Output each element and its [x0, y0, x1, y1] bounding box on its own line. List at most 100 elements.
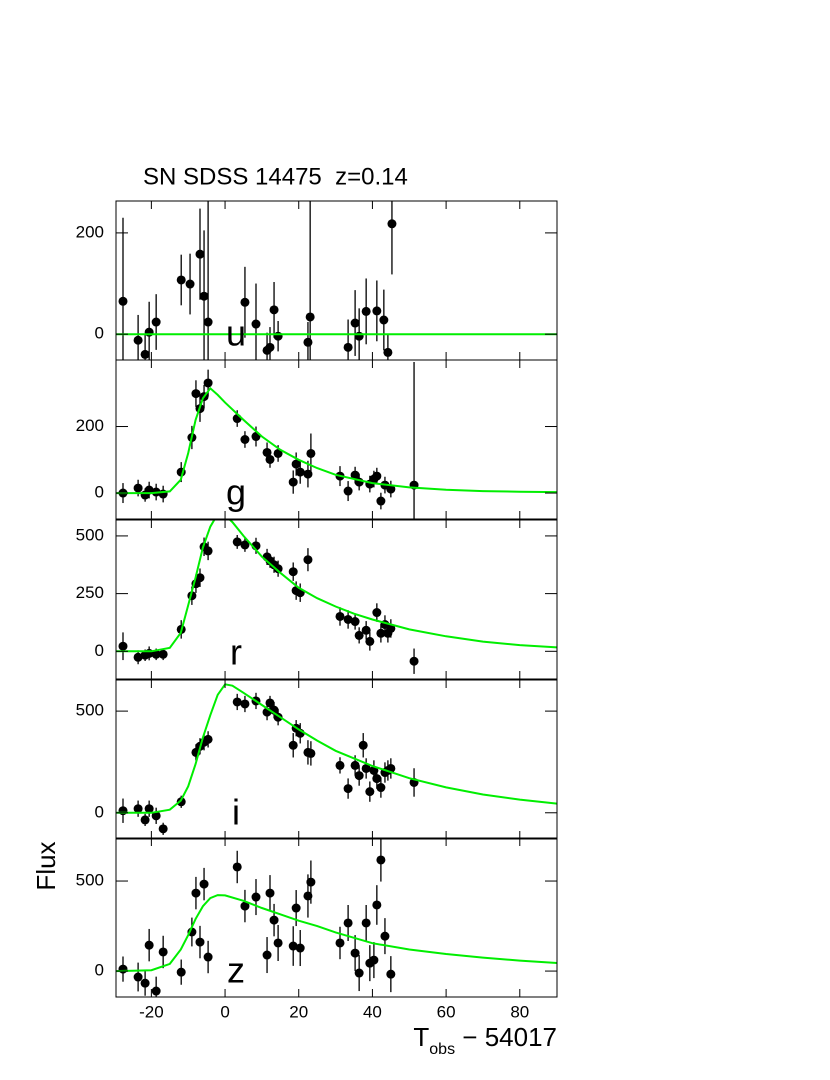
data-point: [232, 862, 242, 872]
data-point: [386, 623, 396, 633]
data-point: [350, 470, 360, 480]
data-point: [372, 471, 382, 481]
data-point: [335, 760, 345, 770]
data-point: [354, 630, 364, 640]
x-tick-label: 60: [437, 1002, 456, 1021]
data-point: [265, 342, 275, 352]
data-point: [158, 649, 168, 659]
band-label: g: [226, 472, 246, 513]
data-point: [295, 467, 305, 477]
data-point: [133, 972, 143, 982]
band-label: z: [227, 950, 245, 991]
data-point: [273, 938, 283, 948]
data-point: [361, 918, 371, 928]
data-point: [195, 249, 205, 259]
data-point: [118, 806, 128, 816]
data-point: [365, 636, 375, 646]
data-point: [350, 760, 360, 770]
data-point: [303, 469, 313, 479]
data-point: [203, 734, 213, 744]
data-point: [118, 964, 128, 974]
data-point: [251, 319, 261, 329]
data-point: [295, 943, 305, 953]
y-tick-label: 200: [76, 222, 104, 241]
data-point: [240, 297, 250, 307]
data-point: [269, 915, 279, 925]
data-point: [203, 546, 213, 556]
data-point: [199, 879, 209, 889]
data-point: [140, 978, 150, 988]
data-point: [151, 811, 161, 821]
x-axis-label-part: T: [413, 1022, 429, 1052]
data-point: [291, 459, 301, 469]
data-point: [273, 564, 283, 574]
data-point: [199, 291, 209, 301]
data-point: [273, 331, 283, 341]
data-point: [343, 784, 353, 794]
data-point: [350, 617, 360, 627]
data-point: [203, 317, 213, 327]
y-tick-label: 500: [76, 701, 104, 720]
data-point: [379, 315, 389, 325]
data-point: [240, 435, 250, 444]
data-point: [354, 331, 364, 341]
data-point: [240, 540, 250, 550]
data-point: [176, 275, 186, 285]
band-label: r: [230, 632, 242, 673]
data-point: [376, 628, 386, 638]
data-point: [358, 740, 368, 750]
panel-frame: [115, 679, 558, 840]
data-point: [140, 815, 150, 825]
data-point: [133, 652, 143, 662]
y-tick-label: 500: [76, 525, 104, 544]
data-point: [203, 378, 213, 388]
data-point: [409, 656, 419, 666]
data-point: [380, 931, 390, 941]
fit-curve: [116, 894, 557, 973]
data-point: [185, 279, 195, 289]
panel-frame: [115, 359, 558, 520]
data-point: [386, 969, 396, 979]
data-point: [262, 447, 272, 457]
data-point: [372, 774, 382, 784]
data-point: [133, 335, 143, 345]
data-point: [361, 763, 371, 773]
data-point: [144, 327, 154, 337]
plot-area: [116, 201, 557, 360]
data-point: [203, 952, 213, 962]
data-point: [118, 641, 128, 651]
data-point: [191, 389, 201, 399]
data-point: [176, 967, 186, 977]
data-point: [291, 903, 301, 913]
data-point: [343, 614, 353, 624]
data-point: [265, 888, 275, 898]
x-tick-label: 40: [363, 1002, 382, 1021]
y-tick-label: 0: [95, 802, 104, 821]
data-point: [140, 349, 150, 359]
band-label: u: [226, 313, 246, 354]
data-point: [303, 555, 313, 565]
data-point: [306, 748, 316, 758]
data-point: [240, 699, 250, 709]
data-point: [144, 804, 154, 814]
y-axis-label: Flux: [31, 841, 61, 890]
data-point: [376, 496, 386, 506]
fit-curve: [116, 683, 557, 814]
x-tick-label: 0: [220, 1002, 229, 1021]
data-point: [288, 477, 298, 487]
data-point: [372, 306, 382, 316]
data-point: [176, 797, 186, 807]
y-tick-label: 0: [95, 324, 104, 343]
x-tick-label: 80: [510, 1002, 529, 1021]
data-point: [383, 347, 393, 357]
x-axis-label: Tobs − 54017: [413, 1022, 557, 1058]
data-point: [273, 448, 283, 458]
data-point: [158, 947, 168, 957]
data-point: [303, 337, 313, 347]
data-point: [265, 454, 275, 464]
data-point: [372, 900, 382, 910]
data-point: [118, 296, 128, 306]
data-point: [240, 901, 250, 911]
data-point: [269, 305, 279, 315]
